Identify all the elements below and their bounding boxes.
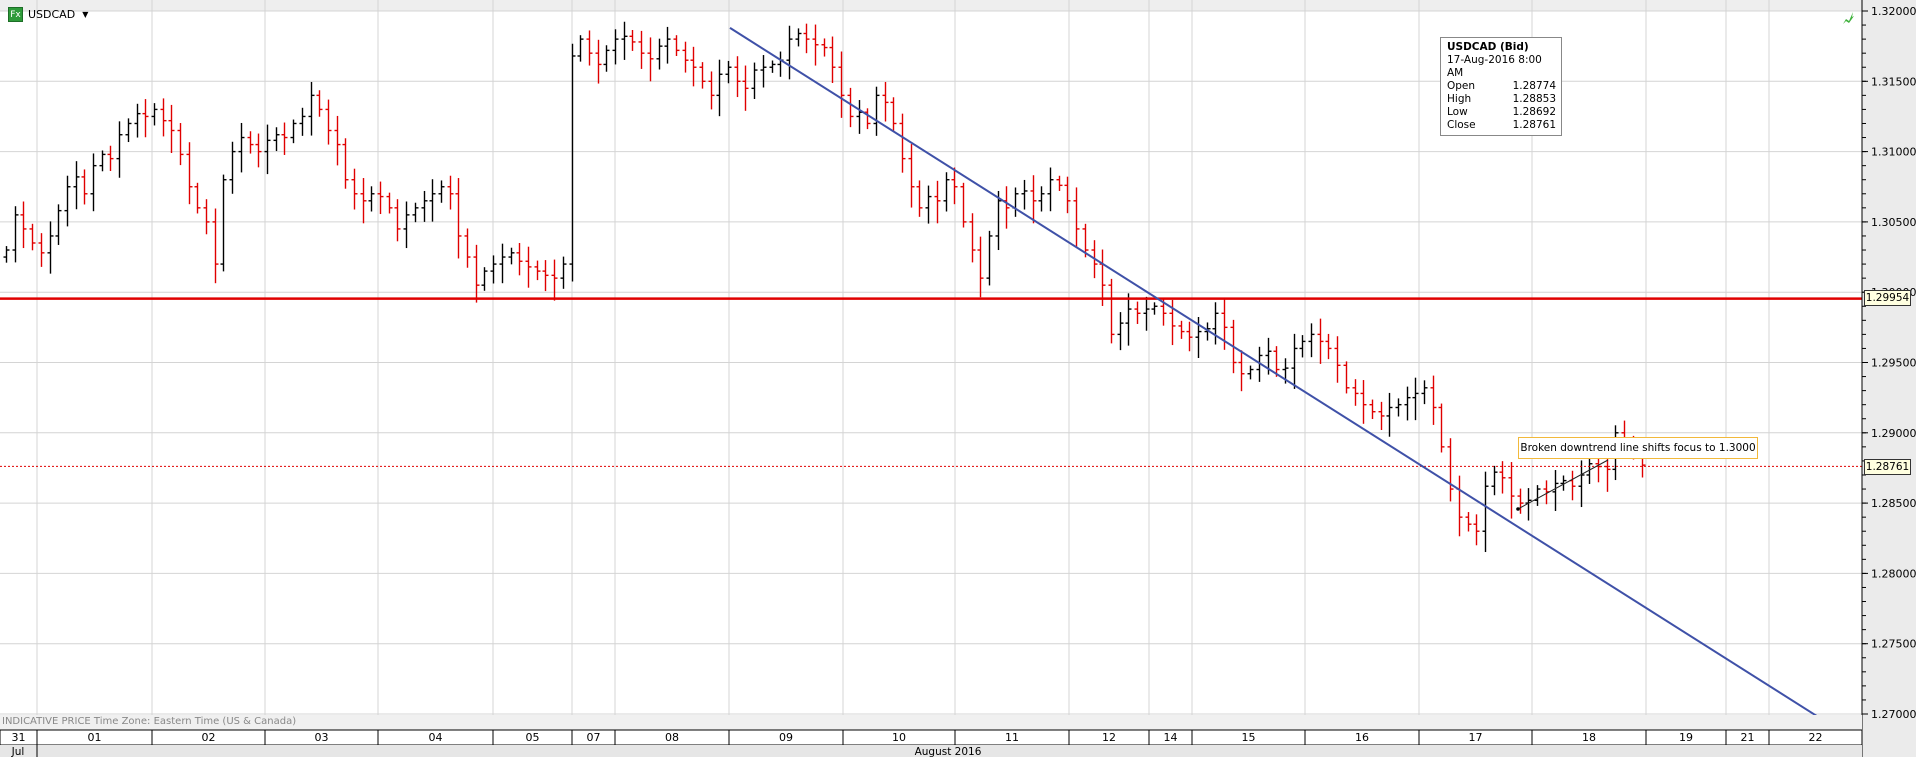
y-axis-ticks: 1.320001.315001.310001.305001.300001.295… — [1861, 0, 1916, 757]
downtrend-line — [729, 27, 1839, 731]
svg-text:1.27000: 1.27000 — [1871, 708, 1916, 721]
caret-down-icon[interactable]: ▼ — [82, 10, 89, 19]
last-price-tag: 1.28761 — [1864, 459, 1911, 475]
green-trend-icon — [1843, 12, 1854, 24]
svg-text:31: 31 — [12, 731, 26, 744]
info-row-close: Close 1.28761 — [1447, 119, 1556, 131]
svg-text:19: 19 — [1679, 731, 1693, 744]
svg-text:08: 08 — [665, 731, 679, 744]
info-row-open: Open 1.28774 — [1447, 80, 1556, 92]
svg-text:02: 02 — [202, 731, 216, 744]
annotation-connector — [1517, 459, 1609, 510]
symbol-selector[interactable]: Fx USDCAD ▼ — [8, 7, 88, 22]
svg-text:1.27500: 1.27500 — [1871, 638, 1916, 651]
price-axis[interactable] — [1862, 0, 1916, 757]
info-row-low: Low 1.28692 — [1447, 106, 1556, 118]
info-row-high: High 1.28853 — [1447, 93, 1556, 105]
svg-text:01: 01 — [88, 731, 102, 744]
svg-text:04: 04 — [429, 731, 443, 744]
svg-text:1.29000: 1.29000 — [1871, 427, 1916, 440]
svg-text:Jul: Jul — [11, 746, 25, 757]
svg-text:22: 22 — [1809, 731, 1823, 744]
svg-text:16: 16 — [1355, 731, 1369, 744]
svg-text:1.28500: 1.28500 — [1871, 497, 1916, 510]
svg-text:1.30500: 1.30500 — [1871, 216, 1916, 229]
svg-text:05: 05 — [526, 731, 540, 744]
svg-text:18: 18 — [1582, 731, 1596, 744]
svg-text:11: 11 — [1005, 731, 1019, 744]
svg-text:10: 10 — [892, 731, 906, 744]
symbol-label: USDCAD — [28, 8, 76, 21]
svg-text:09: 09 — [779, 731, 793, 744]
svg-text:1.29500: 1.29500 — [1871, 357, 1916, 370]
svg-text:1.32000: 1.32000 — [1871, 5, 1916, 18]
svg-text:03: 03 — [315, 731, 329, 744]
svg-text:1.31500: 1.31500 — [1871, 75, 1916, 88]
svg-text:07: 07 — [587, 731, 601, 744]
gridlines — [0, 0, 1862, 730]
svg-text:August 2016: August 2016 — [915, 746, 982, 757]
fx-badge-icon: Fx — [8, 7, 23, 22]
svg-text:1.28000: 1.28000 — [1871, 567, 1916, 580]
svg-text:15: 15 — [1242, 731, 1256, 744]
info-title: USDCAD (Bid) — [1447, 41, 1529, 53]
svg-text:14: 14 — [1164, 731, 1178, 744]
annotation-callout[interactable]: Broken downtrend line shifts focus to 1.… — [1518, 437, 1758, 459]
info-datetime: 17-Aug-2016 8:00 AM — [1447, 54, 1542, 79]
svg-text:17: 17 — [1469, 731, 1483, 744]
svg-text:12: 12 — [1102, 731, 1116, 744]
drawn-lines[interactable] — [0, 27, 1862, 731]
svg-text:21: 21 — [1741, 731, 1755, 744]
support-price-tag: 1.29954 — [1864, 290, 1911, 306]
svg-text:1.31000: 1.31000 — [1871, 146, 1916, 159]
x-axis: 31 01 02 03 04 05 07 08 09 10 11 12 14 15 16 17 18 19 21 22… — [0, 715, 1863, 757]
ohlc-bars — [3, 21, 1646, 553]
ohlc-info-box: USDCAD (Bid) 17-Aug-2016 8:00 AM Open 1.2… — [1440, 37, 1562, 136]
footnote: INDICATIVE PRICE Time Zone: Eastern Time… — [2, 716, 297, 727]
